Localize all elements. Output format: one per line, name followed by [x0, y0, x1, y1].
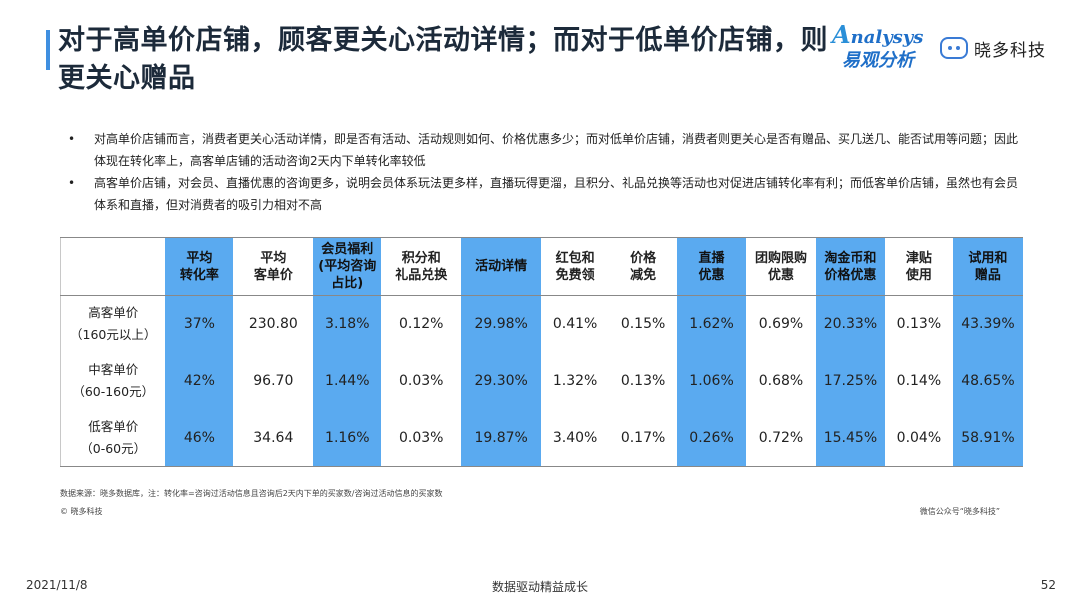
table-cell: 0.04%: [884, 409, 953, 467]
analysys-logo: Analysys 易观分析: [826, 20, 934, 71]
table-cell: 230.80: [248, 316, 298, 333]
table-cell: 1.44%: [313, 352, 382, 410]
xiaoduo-logo-text: 晓多科技: [974, 40, 1046, 61]
table-header-cell: 红包和 免费领: [541, 237, 610, 296]
table-cell: 37%: [165, 295, 234, 353]
analysys-logo-cn: 易观分析: [842, 50, 914, 71]
table-header-cell: 价格 减免: [609, 237, 678, 296]
table-cell: 58.91%: [952, 409, 1023, 467]
table-header-row: 平均 转化率 平均 客单价 会员福利 (平均咨询 占比) 积分和 礼品兑换 活动详情 红包…: [60, 237, 1023, 296]
table-cell: 17.25%: [815, 352, 885, 410]
table-cell: 0.17%: [609, 409, 678, 467]
table-cell: 0.72%: [746, 409, 816, 467]
table-cell: 0.13%: [896, 316, 942, 333]
table-cell: 0.12%: [398, 316, 444, 333]
table-header-cell: 积分和 礼品兑换: [381, 237, 462, 296]
row-label-cell: 中客单价 （60-160元）: [60, 352, 166, 410]
title-accent-bar: [46, 30, 50, 70]
table-cell: 29.98%: [461, 295, 542, 353]
xiaoduo-logo: 晓多科技: [940, 34, 1046, 62]
table-row: 高客单价 （160元以上） 37% 230.80 3.18% 0.12% 29.98% 0.4…: [60, 295, 1023, 353]
table-cell: 0.03%: [381, 409, 462, 467]
table-header-cell: 试用和 赠品: [952, 237, 1023, 296]
bullet-text: 高客单价店铺，对会员、直播优惠的咨询更多，说明会员体系玩法更多样，直播玩得更溜，…: [94, 176, 1019, 212]
bullet-dot-icon: •: [68, 132, 76, 146]
table-cell: 1.32%: [552, 373, 598, 389]
table-cell: 0.15%: [620, 316, 666, 333]
table-cell: 15.45%: [815, 409, 885, 467]
row-label-range: （0-60元）: [80, 440, 147, 456]
conversion-table: 平均 转化率 平均 客单价 会员福利 (平均咨询 占比) 积分和 礼品兑换 活动详情 红包…: [60, 237, 1023, 467]
footer-slogan: 数据驱动精益成长: [491, 580, 588, 594]
table-cell: 34.64: [233, 409, 314, 467]
table-header-cell: 直播 优惠: [677, 237, 746, 296]
table-cell: 3.18%: [313, 295, 382, 353]
table-cell: 0.13%: [620, 373, 666, 389]
table-cell: 0.26%: [677, 409, 746, 467]
bullet-item: • 对高单价店铺而言，消费者更关心活动详情，即是否有活动、活动规则如何、价格优惠…: [68, 128, 1028, 172]
table-header-cell: 团购限购 优惠: [746, 237, 816, 296]
table-cell: 0.14%: [896, 373, 942, 389]
table-row: 低客单价 （0-60元） 46% 34.64 1.16% 0.03% 19.87% 3.40%…: [60, 409, 1023, 467]
table-cell: 0.41%: [552, 316, 598, 333]
table-cell: 1.62%: [677, 295, 746, 353]
table-cell: 20.33%: [815, 295, 885, 353]
table-cell: 42%: [165, 352, 234, 410]
table-header-cell: 淘金币和 价格优惠: [815, 237, 885, 296]
table-header-cell: 平均 客单价: [233, 237, 314, 296]
table-cell: 0.68%: [758, 373, 804, 389]
footer-date: 2021/11/8: [26, 578, 88, 592]
table-header-cell: 津贴 使用: [884, 237, 953, 296]
row-label-range: （160元以上）: [70, 327, 157, 343]
analysys-logo-text: nalysys: [850, 27, 924, 48]
table-cell: 1.06%: [677, 352, 746, 410]
table-cell: 96.70: [253, 373, 294, 389]
bullet-text: 对高单价店铺而言，消费者更关心活动详情，即是否有活动、活动规则如何、价格优惠多少…: [94, 132, 1019, 168]
row-label-name: 中客单价: [88, 362, 139, 377]
page-number: 52: [1040, 578, 1056, 592]
row-label-cell: 低客单价 （0-60元）: [60, 409, 166, 467]
table-body: 高客单价 （160元以上） 37% 230.80 3.18% 0.12% 29.98% 0.4…: [60, 295, 1023, 467]
table-cell: 48.65%: [952, 352, 1023, 410]
table-header-cell: 平均 转化率: [165, 237, 234, 296]
bullet-list: • 对高单价店铺而言，消费者更关心活动详情，即是否有活动、活动规则如何、价格优惠…: [68, 128, 1028, 216]
robot-icon: [940, 37, 968, 59]
table-header-cell: 活动详情: [461, 237, 542, 296]
table-cell: 0.03%: [398, 373, 444, 389]
row-label-cell: 高客单价 （160元以上）: [60, 295, 166, 353]
table-cell: 1.16%: [313, 409, 382, 467]
table-cell: 0.69%: [758, 316, 804, 333]
copyright-text: © 晓多科技: [60, 507, 103, 516]
page-title: 对于高单价店铺，顾客更关心活动详情；而对于低单价店铺，则更关心赠品: [58, 25, 828, 94]
table-row: 中客单价 （60-160元） 42% 96.70 1.44% 0.03% 29.30% 1.3…: [60, 352, 1023, 410]
table-cell: 3.40%: [541, 409, 610, 467]
table-header-cell: 会员福利 (平均咨询 占比): [313, 237, 382, 296]
bullet-dot-icon: •: [68, 176, 76, 190]
analysys-logo-a: A: [832, 20, 851, 49]
table-cell: 46%: [165, 409, 234, 467]
row-label-range: （60-160元）: [72, 384, 155, 399]
wechat-account-text: 微信公众号“晓多科技”: [919, 507, 1000, 516]
table-cell: 29.30%: [461, 352, 542, 410]
data-source-note: 数据来源：晓多数据库，注：转化率=咨询过活动信息且咨询后2天内下单的买家数/咨询…: [60, 489, 443, 498]
table-cell: 19.87%: [461, 409, 542, 467]
row-label-name: 低客单价: [88, 418, 139, 434]
table-cell: 43.39%: [952, 295, 1023, 353]
table-corner-cell: [60, 237, 166, 296]
row-label-name: 高客单价: [88, 305, 139, 321]
bullet-item: • 高客单价店铺，对会员、直播优惠的咨询更多，说明会员体系玩法更多样，直播玩得更…: [68, 172, 1028, 216]
